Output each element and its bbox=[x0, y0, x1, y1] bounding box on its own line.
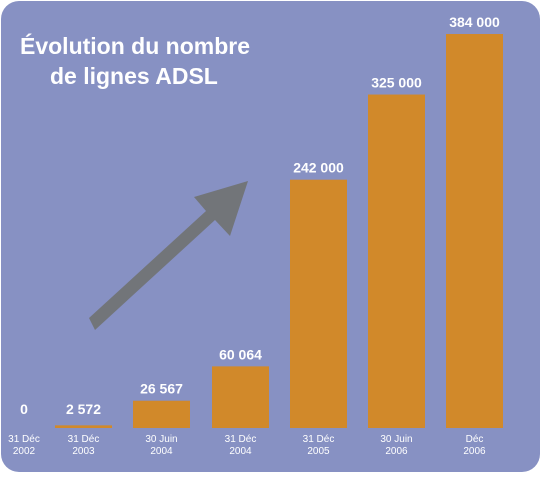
bar bbox=[133, 400, 190, 428]
data-label: 242 000 bbox=[293, 160, 344, 176]
bar bbox=[55, 425, 112, 428]
data-label: 26 567 bbox=[140, 381, 183, 397]
chart-title-line: Évolution du nombre bbox=[20, 32, 250, 59]
x-tick-label: 31 Déc bbox=[225, 434, 257, 445]
bars bbox=[55, 34, 503, 428]
x-tick-label: 31 Déc bbox=[303, 434, 335, 445]
x-tick-label: 2002 bbox=[13, 446, 36, 457]
data-label: 0 bbox=[20, 401, 28, 417]
data-label: 325 000 bbox=[371, 75, 422, 91]
x-tick-label: Déc bbox=[466, 434, 484, 445]
x-tick-label: 2004 bbox=[229, 446, 252, 457]
x-tick-label: 2006 bbox=[463, 446, 486, 457]
bar bbox=[290, 179, 347, 428]
x-tick-label: 30 Juin bbox=[380, 434, 412, 445]
x-tick-label: 2006 bbox=[385, 446, 408, 457]
x-tick-label: 2005 bbox=[307, 446, 330, 457]
value-labels: 0 2 572 26 567 60 064 242 000 325 000 384 000 bbox=[20, 14, 500, 417]
data-label: 2 572 bbox=[66, 401, 101, 417]
x-tick-label: 2003 bbox=[72, 446, 95, 457]
trend-arrow-icon bbox=[89, 181, 248, 330]
trend-arrow-shape bbox=[89, 181, 248, 330]
bar bbox=[212, 366, 269, 428]
bar bbox=[446, 34, 503, 428]
x-tick-label: 31 Déc bbox=[68, 434, 100, 445]
x-tick-label: 2004 bbox=[150, 446, 173, 457]
chart-title-line: de lignes ADSL bbox=[50, 63, 218, 89]
data-label: 384 000 bbox=[449, 14, 500, 30]
data-label: 60 064 bbox=[219, 346, 262, 362]
x-tick-label: 31 Déc bbox=[8, 434, 40, 445]
bar bbox=[368, 94, 425, 428]
chart-title: Évolution du nombre de lignes ADSL bbox=[20, 32, 250, 89]
x-tick-label: 30 Juin bbox=[145, 434, 177, 445]
